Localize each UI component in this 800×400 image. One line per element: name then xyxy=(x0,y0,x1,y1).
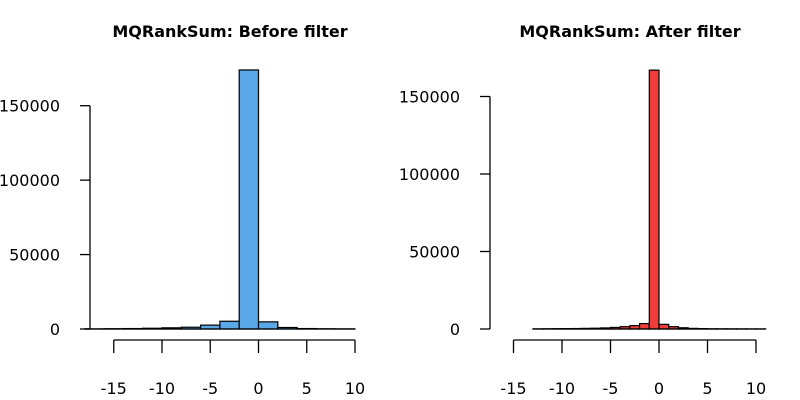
y-tick-label: 150000 xyxy=(0,97,60,116)
histogram-bar xyxy=(238,69,260,330)
histogram-before-filter: MQRankSum: Before filter -15 -10 -5 0 5 10 0 50… xyxy=(0,22,365,398)
histogram-bar xyxy=(219,320,240,330)
x-tick-label: -15 xyxy=(500,379,526,398)
histogram-bar xyxy=(638,322,650,330)
histogram-after-filter: MQRankSum: After filter -15 -10 -5 0 5 10 0 500… xyxy=(399,22,767,398)
y-tick-label: 0 xyxy=(450,320,460,339)
histogram-bar xyxy=(648,69,660,330)
y-tick-label: 50000 xyxy=(9,246,60,265)
x-tick-label: 5 xyxy=(702,379,712,398)
y-tick-label: 50000 xyxy=(409,243,460,262)
x-tick-label: -5 xyxy=(603,379,619,398)
chart-title-before: MQRankSum: Before filter xyxy=(112,22,347,41)
y-tick-label: 100000 xyxy=(399,165,460,184)
x-tick-label: -10 xyxy=(549,379,575,398)
x-tick-label: 0 xyxy=(253,379,263,398)
x-tick-label: -5 xyxy=(202,379,218,398)
x-tick-label: -10 xyxy=(149,379,175,398)
x-tick-label: 10 xyxy=(746,379,766,398)
y-tick-label: 100000 xyxy=(0,171,60,190)
y-tick-label: 150000 xyxy=(399,88,460,107)
x-tick-label: -15 xyxy=(101,379,127,398)
histogram-bar xyxy=(658,323,670,330)
x-tick-label: 5 xyxy=(302,379,312,398)
x-tick-label: 10 xyxy=(345,379,365,398)
histogram-bar xyxy=(257,321,279,330)
chart-title-after: MQRankSum: After filter xyxy=(519,22,740,41)
y-tick-label: 0 xyxy=(50,320,60,339)
x-tick-label: 0 xyxy=(654,379,664,398)
